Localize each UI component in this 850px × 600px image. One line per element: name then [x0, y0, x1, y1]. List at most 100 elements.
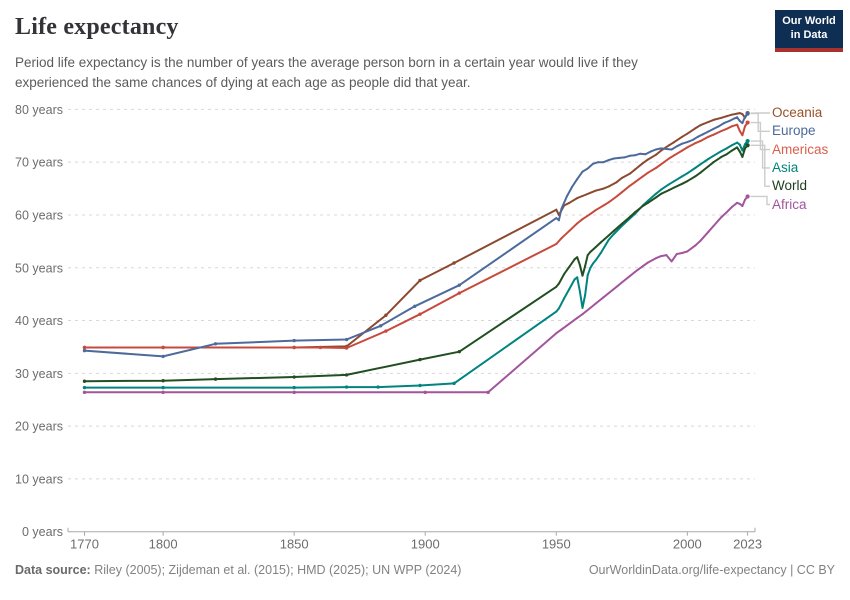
data-point: [741, 134, 744, 137]
data-point: [568, 201, 571, 204]
data-point: [589, 266, 592, 269]
data-point: [584, 265, 587, 268]
data-point: [743, 147, 746, 150]
data-point: [82, 379, 87, 383]
data-point: [741, 155, 744, 158]
data-point: [741, 204, 744, 207]
data-point: [681, 135, 684, 138]
data-point: [594, 246, 597, 249]
data-point: [555, 332, 558, 335]
data-point: [736, 123, 739, 126]
data-point: [725, 153, 728, 156]
data-point: [686, 132, 689, 135]
data-point: [686, 180, 689, 183]
data-point: [686, 141, 689, 144]
data-point: [591, 162, 594, 165]
chart-subtitle: Period life expectancy is the number of …: [15, 55, 638, 90]
data-point: [615, 181, 618, 184]
data-point: [681, 182, 684, 185]
data-point: [628, 172, 631, 175]
series-line-asia[interactable]: [83, 140, 749, 389]
data-point: [628, 275, 631, 278]
data-point: [681, 251, 684, 254]
legend-label-asia[interactable]: Asia: [772, 159, 799, 175]
data-point: [565, 195, 568, 198]
data-point: [696, 135, 699, 138]
owid-logo-line2: in Data: [790, 29, 828, 42]
line-chart[interactable]: 0 years 10 years 20 years 30 years 40 years 5…: [0, 95, 850, 555]
owid-url-link[interactable]: OurWorldinData.org/life-expectancy | CC …: [588, 563, 835, 577]
data-point: [557, 282, 560, 285]
data-point: [694, 142, 697, 145]
data-point: [633, 181, 636, 184]
data-point: [641, 204, 644, 207]
legend-label-oceania[interactable]: Oceania: [772, 105, 823, 120]
data-point: [743, 198, 746, 201]
data-point: [576, 276, 579, 279]
data-point: [725, 211, 728, 214]
data-point: [717, 125, 720, 128]
data-point: [707, 158, 710, 161]
owid-logo[interactable]: Our World in Data: [775, 10, 843, 52]
data-point: [594, 302, 597, 305]
data-point: [681, 142, 684, 145]
series-line-americas[interactable]: [83, 121, 749, 349]
data-point: [620, 222, 623, 225]
data-point: [457, 283, 462, 287]
data-point: [344, 337, 349, 342]
data-point: [418, 278, 422, 283]
data-point: [694, 244, 697, 247]
data-point: [745, 138, 750, 144]
data-source-label: Data source:: [15, 563, 91, 577]
data-point: [647, 261, 650, 264]
data-point: [694, 166, 697, 169]
data-point: [586, 167, 589, 170]
data-point: [670, 260, 673, 263]
data-point: [743, 125, 746, 128]
data-point: [730, 149, 733, 152]
data-point: [670, 148, 673, 151]
data-point: [639, 152, 642, 155]
data-point: [418, 357, 422, 362]
data-point: [581, 194, 584, 197]
data-point: [581, 170, 584, 173]
data-point: [745, 143, 750, 148]
legend-label-europe[interactable]: Europe: [772, 123, 816, 139]
data-point: [691, 138, 694, 141]
data-point: [673, 180, 676, 183]
y-axis-tick-label: 10 years: [15, 472, 63, 486]
data-point: [594, 259, 597, 262]
data-point: [584, 294, 587, 297]
y-axis-tick-label: 30 years: [15, 367, 63, 381]
data-point: [730, 206, 733, 209]
data-point: [707, 135, 710, 138]
data-point: [741, 113, 744, 116]
data-point: [589, 250, 592, 253]
series-line-oceania[interactable]: [83, 112, 749, 349]
data-point: [161, 345, 165, 350]
y-axis-tick-label: 50 years: [15, 261, 63, 275]
data-point: [641, 162, 644, 165]
data-point: [563, 297, 566, 300]
data-point: [673, 154, 676, 157]
y-axis-tick-label: 40 years: [15, 314, 63, 328]
data-point: [707, 165, 710, 168]
data-point: [667, 157, 670, 160]
data-point: [736, 201, 739, 204]
data-point: [665, 254, 668, 257]
legend-label-americas[interactable]: Americas: [772, 141, 829, 157]
data-point: [745, 194, 750, 199]
x-axis-tick-label: 1770: [70, 537, 99, 552]
data-point: [423, 390, 427, 395]
data-point: [581, 313, 584, 316]
data-point: [161, 385, 165, 390]
series-line-europe[interactable]: [83, 112, 749, 358]
data-point: [707, 230, 710, 233]
legend-label-world[interactable]: World: [772, 178, 808, 194]
data-point: [82, 385, 87, 390]
legend-label-africa[interactable]: Africa: [772, 196, 807, 212]
data-point: [738, 143, 741, 146]
data-point: [376, 385, 380, 389]
series-line-africa[interactable]: [83, 195, 749, 394]
